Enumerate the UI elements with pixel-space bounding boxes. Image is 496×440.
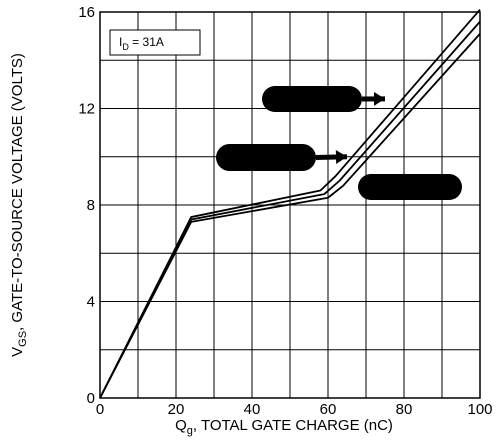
- y-tick-label: 12: [78, 101, 95, 118]
- drain-current-annotation: ID = 31A: [109, 29, 201, 56]
- series-line-3: [99, 33, 481, 399]
- callout-pill: [262, 86, 362, 112]
- callout-pill: [216, 144, 316, 171]
- callout-arrowhead: [335, 150, 347, 165]
- y-tick-label: 8: [87, 197, 95, 214]
- y-tick-label: 4: [87, 294, 95, 311]
- plot-frame: [99, 11, 481, 399]
- x-tick-label: 0: [96, 401, 104, 418]
- x-tick-label: 80: [396, 401, 413, 418]
- x-tick-label: 100: [467, 401, 492, 418]
- callout-group: [216, 86, 462, 200]
- series-group: [99, 8, 481, 399]
- callout-3: [358, 173, 462, 200]
- callout-pill: [358, 174, 462, 200]
- y-axis-title: VGS, GATE-TO-SOURCE VOLTAGE (VOLTS): [9, 53, 29, 357]
- x-tick-label: 40: [244, 401, 261, 418]
- y-tick-label: 16: [78, 4, 95, 21]
- drain-current-label: ID = 31A: [119, 35, 164, 52]
- callout-arrowhead: [396, 179, 411, 191]
- callout-1: [262, 86, 386, 112]
- x-axis-title: Qg, TOTAL GATE CHARGE (nC): [175, 417, 393, 437]
- callout-arrowhead: [373, 91, 385, 106]
- callout-2: [216, 144, 348, 171]
- y-tick-label: 0: [87, 390, 95, 407]
- x-tick-label: 60: [320, 401, 337, 418]
- tick-labels: 0 20 40 60 80 100 0 4 8 12 16: [78, 4, 492, 418]
- x-tick-label: 20: [168, 401, 185, 418]
